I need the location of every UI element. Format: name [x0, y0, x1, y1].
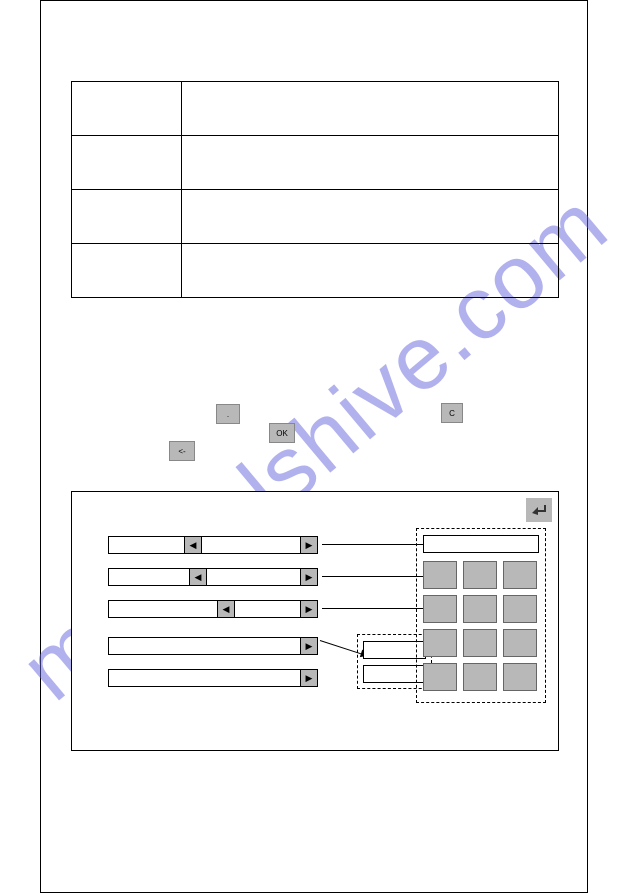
- keypad-key[interactable]: [463, 561, 497, 589]
- table-row: [72, 244, 559, 298]
- keypad-key[interactable]: [423, 595, 457, 623]
- arrow-left-icon[interactable]: ◀: [189, 568, 207, 586]
- numeric-keypad: [416, 528, 546, 703]
- keypad-key[interactable]: [423, 663, 457, 691]
- keypad-key[interactable]: [503, 595, 537, 623]
- keypad-key[interactable]: [463, 663, 497, 691]
- slider-row[interactable]: ▶: [108, 669, 318, 687]
- slider-row[interactable]: ◀ ▶: [108, 536, 318, 554]
- keypad-key[interactable]: [423, 561, 457, 589]
- description-table: [71, 81, 559, 298]
- keypad-key[interactable]: [503, 663, 537, 691]
- keypad-key[interactable]: [503, 561, 537, 589]
- arrow-right-icon[interactable]: ▶: [300, 637, 318, 655]
- table-row: [72, 82, 559, 136]
- arrow-left-icon[interactable]: ◀: [184, 536, 202, 554]
- keypad-key[interactable]: [463, 629, 497, 657]
- keypad-key[interactable]: [463, 595, 497, 623]
- page-border: . OK C <- ◀ ▶ ◀ ▶ ◀ ▶ ▶ ▶: [40, 0, 588, 893]
- arrow-right-icon[interactable]: ▶: [300, 600, 318, 618]
- slider-row[interactable]: ◀ ▶: [108, 600, 318, 618]
- arrow-right-icon[interactable]: ▶: [300, 568, 318, 586]
- keypad-display: [423, 535, 539, 553]
- return-icon[interactable]: [526, 498, 552, 522]
- slider-row[interactable]: ◀ ▶: [108, 568, 318, 586]
- table-row: [72, 190, 559, 244]
- dot-button[interactable]: .: [216, 404, 240, 424]
- clear-button[interactable]: C: [441, 403, 463, 423]
- arrow-right-icon[interactable]: ▶: [300, 536, 318, 554]
- diagram-panel: ◀ ▶ ◀ ▶ ◀ ▶ ▶ ▶: [71, 491, 559, 751]
- arrow-right-icon[interactable]: ▶: [300, 669, 318, 687]
- slider-row[interactable]: ▶: [108, 637, 318, 655]
- backspace-button[interactable]: <-: [169, 441, 195, 461]
- keypad-key[interactable]: [423, 629, 457, 657]
- ok-button[interactable]: OK: [269, 423, 295, 443]
- keypad-key[interactable]: [503, 629, 537, 657]
- arrow-left-icon[interactable]: ◀: [217, 600, 235, 618]
- table-row: [72, 136, 559, 190]
